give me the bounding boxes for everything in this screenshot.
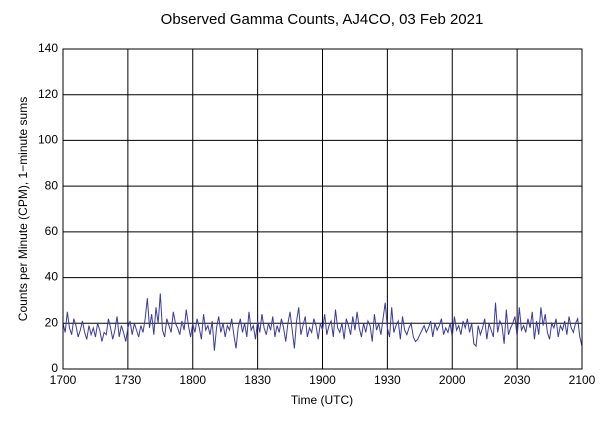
y-tick-label: 100 bbox=[38, 133, 58, 147]
y-tick-label: 120 bbox=[38, 87, 58, 101]
y-tick-label: 0 bbox=[51, 361, 58, 375]
y-tick-label: 60 bbox=[45, 224, 59, 238]
x-tick-label: 1800 bbox=[179, 373, 206, 387]
x-tick-label: 1700 bbox=[50, 373, 77, 387]
y-tick-label: 80 bbox=[45, 178, 59, 192]
x-axis-label: Time (UTC) bbox=[291, 393, 353, 407]
data-line bbox=[62, 293, 583, 351]
x-tick-label: 1900 bbox=[309, 373, 336, 387]
y-tick-label: 20 bbox=[45, 315, 59, 329]
y-axis-label: Counts per Minute (CPM), 1−minute sums bbox=[16, 97, 30, 321]
y-tick-label: 140 bbox=[38, 41, 58, 55]
x-tick-label: 1830 bbox=[244, 373, 271, 387]
x-tick-label: 1930 bbox=[374, 373, 401, 387]
plot-frame bbox=[62, 48, 583, 370]
chart-title: Observed Gamma Counts, AJ4CO, 03 Feb 202… bbox=[161, 11, 484, 28]
x-tick-label: 2000 bbox=[439, 373, 466, 387]
x-tick-label: 2100 bbox=[569, 373, 596, 387]
x-tick-label: 1730 bbox=[115, 373, 142, 387]
y-tick-label: 40 bbox=[45, 270, 59, 284]
x-tick-label: 2030 bbox=[504, 373, 531, 387]
